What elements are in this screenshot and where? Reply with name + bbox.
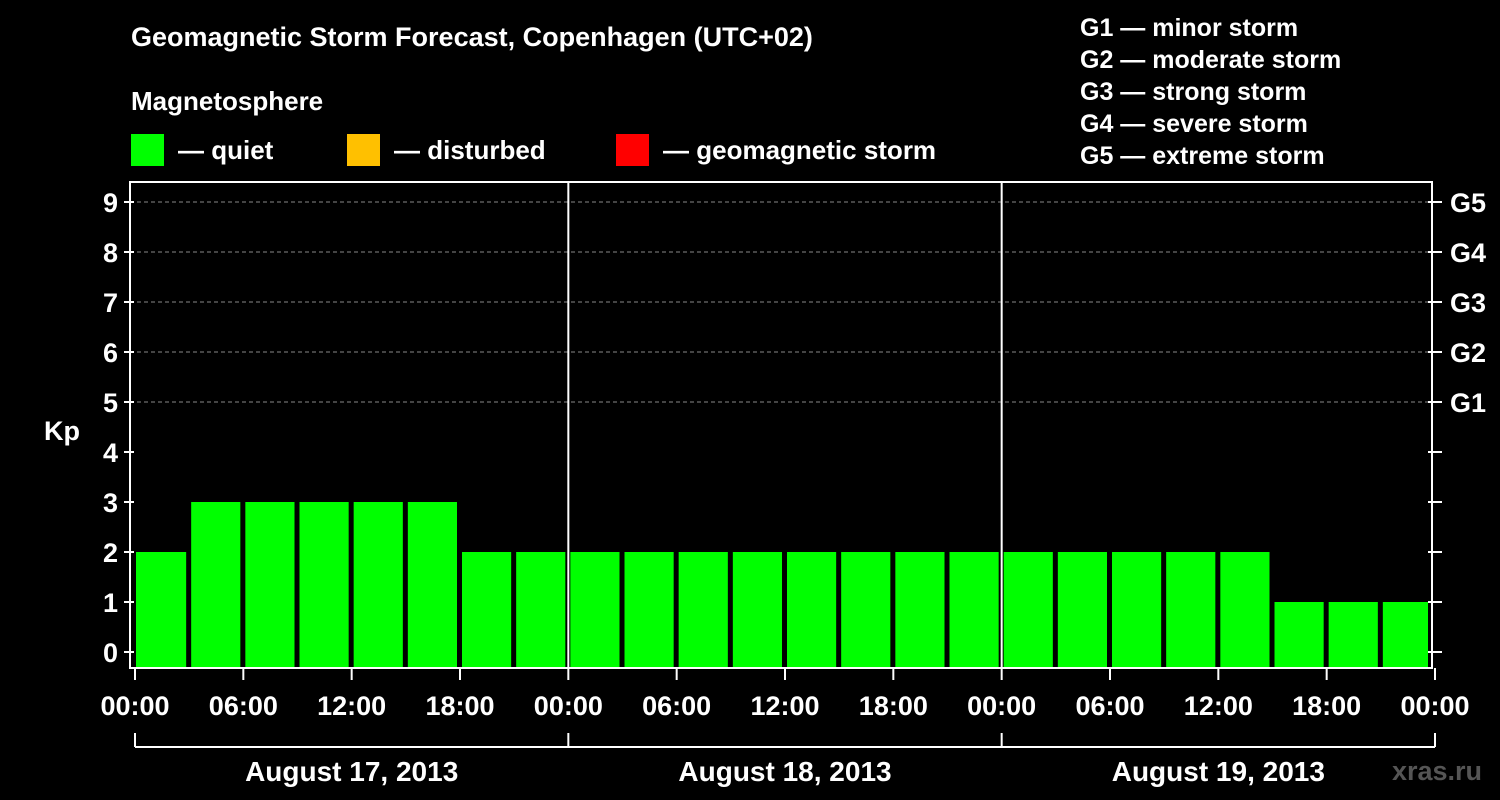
g-scale-item: G3 — strong storm [1080,78,1307,106]
legend-item-storm: — geomagnetic storm [616,134,936,166]
x-tick-label: 12:00 [750,691,819,721]
legend-swatch-storm [616,134,649,166]
g-level-label: G2 [1450,338,1486,368]
kp-bar [1166,552,1216,668]
y-tick-label: 3 [103,488,118,518]
day-label: August 18, 2013 [678,756,891,787]
kp-bar [732,552,782,668]
kp-bar [462,552,512,668]
g-scale-item: G5 — extreme storm [1080,142,1325,170]
kp-bar [1382,602,1428,668]
kp-bar [1220,552,1270,668]
y-tick-label: 0 [103,638,118,668]
x-tick-label: 18:00 [425,691,494,721]
kp-bar [1112,552,1162,668]
g-scale-item: G1 — minor storm [1080,14,1299,42]
y-axis-label: Kp [44,416,80,446]
x-tick-label: 06:00 [642,691,711,721]
day-label: August 17, 2013 [245,756,458,787]
kp-bar [841,552,891,668]
kp-bar [895,552,945,668]
kp-bar [949,552,999,668]
x-tick-label: 00:00 [1400,691,1469,721]
legend-label-storm: — geomagnetic storm [663,134,937,165]
kp-bar [136,552,187,668]
legend-label-quiet: — quiet [178,134,274,165]
x-tick-label: 12:00 [1184,691,1253,721]
kp-bar [624,552,674,668]
chart-title: Geomagnetic Storm Forecast, Copenhagen (… [131,22,813,52]
x-tick-label: 00:00 [967,691,1036,721]
kp-bar [245,502,295,668]
y-tick-label: 2 [103,538,118,568]
kp-bar [191,502,241,668]
kp-bar [1328,602,1378,668]
y-tick-label: 4 [103,438,118,468]
y-tick-label: 5 [103,388,118,418]
legend-item-disturbed: — disturbed [347,134,546,166]
legend-label-disturbed: — disturbed [394,134,546,165]
kp-bar [299,502,349,668]
g-level-label: G3 [1450,288,1486,318]
legend-swatch-disturbed [347,134,380,166]
kp-bar [1003,552,1053,668]
kp-bar [787,552,837,668]
kp-bar [1274,602,1324,668]
legend-heading: Magnetosphere [131,86,324,116]
kp-bar [1057,552,1107,668]
x-tick-label: 06:00 [1075,691,1144,721]
x-tick-label: 18:00 [1292,691,1361,721]
y-tick-label: 9 [103,188,118,218]
kp-bar [407,502,457,668]
legend-item-quiet: — quiet [131,134,273,166]
g-level-label: G1 [1450,388,1486,418]
kp-bar [353,502,403,668]
g-scale-item: G2 — moderate storm [1080,46,1342,74]
g-scale-item: G4 — severe storm [1080,110,1308,138]
legend-swatch-quiet [131,134,164,166]
x-tick-label: 06:00 [209,691,278,721]
g-level-label: G5 [1450,188,1486,218]
x-tick-label: 00:00 [100,691,169,721]
kp-bar [678,552,728,668]
x-tick-label: 18:00 [859,691,928,721]
plot-frame [129,181,1433,669]
kp-bar [516,552,566,668]
g-level-label: G4 [1450,238,1486,268]
x-tick-label: 12:00 [317,691,386,721]
day-label: August 19, 2013 [1112,756,1325,787]
watermark: xras.ru [1391,756,1482,786]
x-tick-label: 00:00 [534,691,603,721]
y-tick-label: 6 [103,338,118,368]
y-tick-label: 7 [103,288,118,318]
g-scale-legend: G1 — minor storm G2 — moderate storm G3 … [1080,12,1341,172]
y-tick-label: 8 [103,238,118,268]
y-tick-label: 1 [103,588,118,618]
kp-bar [570,552,620,668]
